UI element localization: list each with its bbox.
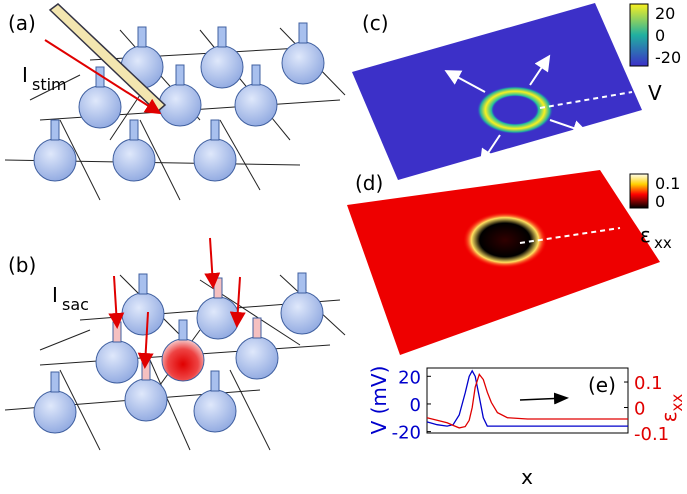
direction-arrow: [520, 398, 566, 400]
dendrite: [211, 371, 219, 391]
neuron: [197, 297, 239, 339]
y-axis-label: V (mV): [367, 366, 391, 435]
dendrite: [214, 278, 222, 298]
connection: [90, 48, 300, 60]
neuron: [194, 390, 236, 432]
colorbar: [630, 4, 648, 66]
neuron: [96, 341, 138, 383]
neuron: [113, 139, 155, 181]
current-subscript: sac: [62, 295, 89, 314]
dendrite: [252, 65, 260, 85]
neuron: [125, 379, 167, 421]
neuron: [122, 293, 164, 335]
y-tick-label: 20: [398, 367, 421, 388]
colorbar-label: ε: [640, 223, 651, 247]
y2-axis-label: εxx: [657, 394, 686, 423]
panel-label: (e): [588, 373, 616, 397]
x-axis-label: x: [521, 465, 533, 489]
dendrite: [138, 27, 146, 47]
y2-label-main: ε: [657, 411, 681, 422]
dendrite: [130, 120, 138, 140]
dendrite: [176, 65, 184, 85]
dendrite: [139, 274, 147, 294]
neuron: [236, 337, 278, 379]
current-subscript: stim: [32, 75, 67, 94]
neuron: [235, 84, 277, 126]
panel-label: (c): [362, 11, 389, 35]
line-chart: (e) x V (mV) εxx 20 0 -20 0.1 0 -0.1: [367, 366, 686, 489]
neuron: [194, 139, 236, 181]
dendrite: [179, 320, 187, 340]
colorbar-tick: 0: [655, 192, 665, 211]
dendrite: [253, 318, 261, 338]
colorbar-label: V: [648, 81, 662, 105]
dendrite: [218, 27, 226, 47]
colorbar: [630, 174, 648, 208]
current-label: I: [52, 283, 58, 307]
dendrite: [211, 120, 219, 140]
figure: (a) (b) (c) (d) I stim I sac 20 0 -20 V …: [0, 0, 687, 494]
panel-label: (b): [8, 253, 36, 277]
y2-tick-label: 0.1: [634, 373, 663, 394]
y2-tick-label: 0: [634, 399, 645, 420]
colorbar-subscript: xx: [654, 234, 672, 252]
colorbar-tick: 20: [655, 4, 675, 23]
neuron: [162, 339, 204, 381]
voltage-surface: [352, 3, 642, 180]
y-tick-label: 0: [410, 395, 421, 416]
dendrite: [51, 372, 59, 392]
dendrite: [299, 23, 307, 43]
y-tick-label: -20: [392, 423, 421, 444]
neuron: [281, 292, 323, 334]
current-label: I: [22, 63, 28, 87]
strain-surface: [347, 170, 660, 355]
connection: [40, 330, 90, 350]
neuron: [201, 46, 243, 88]
neuron: [34, 391, 76, 433]
panel-label: (d): [355, 171, 383, 195]
dendrite: [298, 273, 306, 293]
y2-label-subscript: xx: [668, 394, 686, 412]
neuron: [34, 139, 76, 181]
panel-label: (a): [8, 11, 36, 35]
neuron: [79, 86, 121, 128]
y2-tick-label: -0.1: [634, 424, 669, 445]
neuron: [282, 42, 324, 84]
dendrite: [51, 120, 59, 140]
colorbar-tick: 0.1: [655, 174, 680, 193]
colorbar-tick: 0: [655, 26, 665, 45]
colorbar-tick: -20: [655, 48, 681, 67]
